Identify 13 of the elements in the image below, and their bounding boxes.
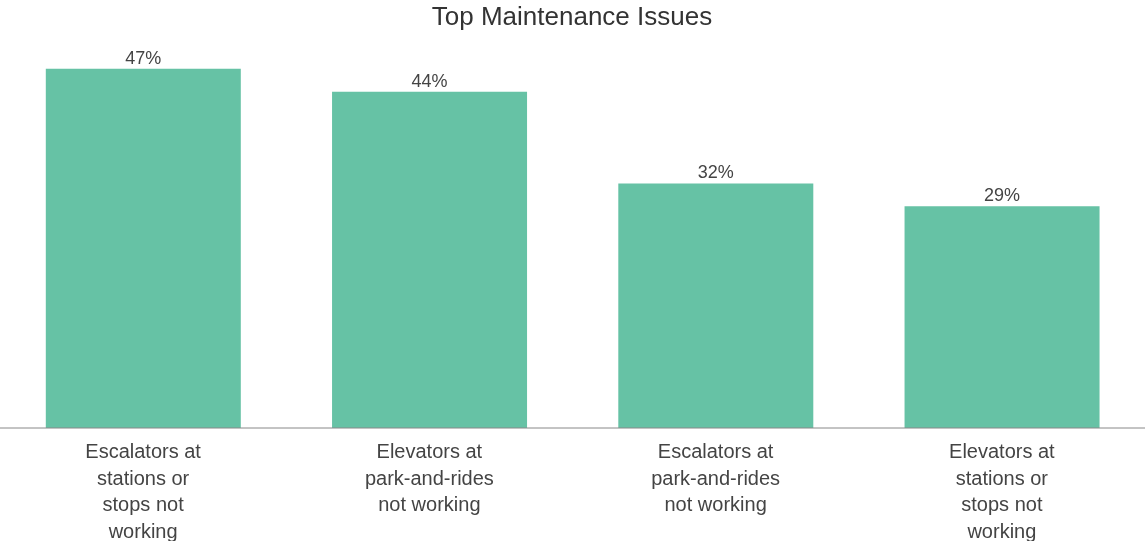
data-label: 29%: [984, 185, 1021, 206]
x-tick-label: Escalators at stations or stops not working: [85, 440, 202, 541]
bar: [618, 183, 814, 428]
data-label: 44%: [411, 70, 448, 91]
chart-title: Top Maintenance Issues: [431, 1, 713, 31]
bar: [904, 206, 1100, 428]
bar: [45, 68, 241, 428]
x-tick-label: Elevators at park-and-rides not working: [364, 440, 494, 515]
bar: [332, 91, 528, 428]
x-tick-label: Escalators at park-and-rides not working: [651, 440, 781, 515]
x-tick-label: Elevators at stations or stops not working: [949, 440, 1056, 541]
data-label: 47%: [125, 47, 162, 68]
data-label: 32%: [697, 162, 734, 183]
